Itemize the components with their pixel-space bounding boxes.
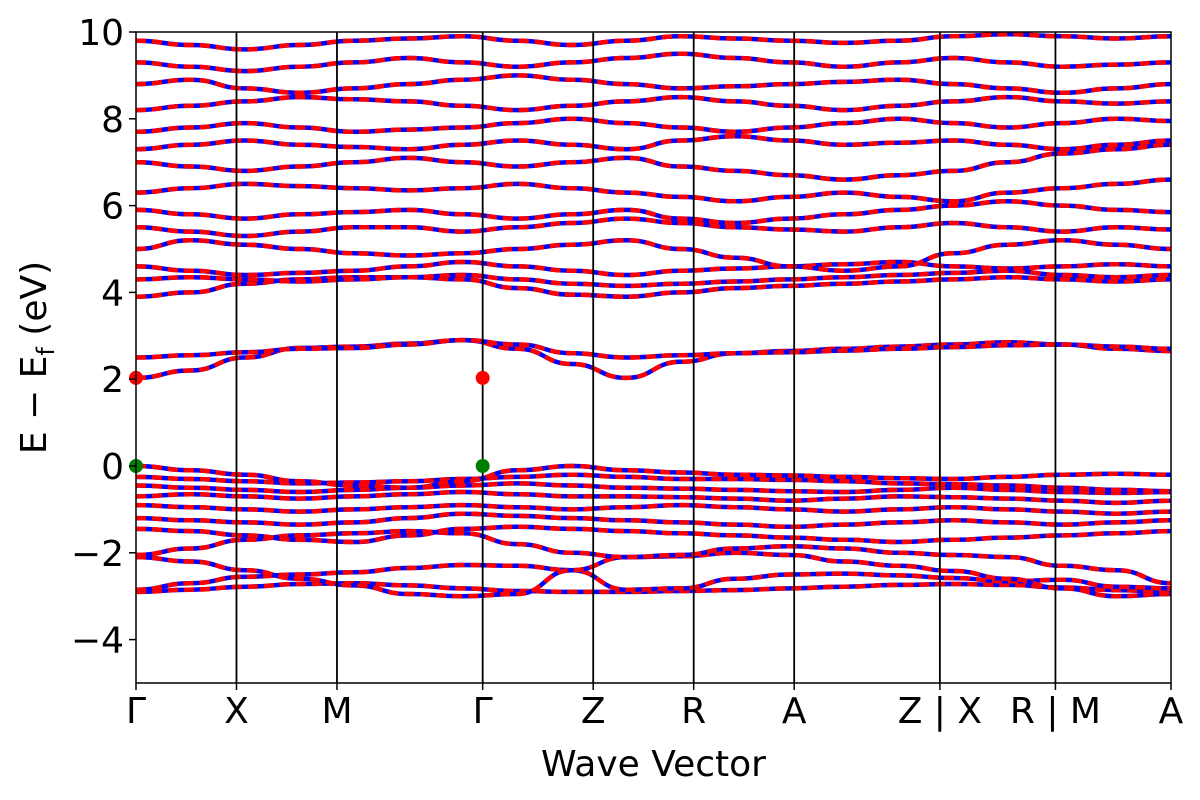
high-symmetry-lines — [235, 32, 1057, 683]
y-tick-label-7: 10 — [78, 13, 124, 54]
vbm-marker-1 — [475, 459, 490, 473]
band-line-spin-up-24 — [136, 73, 1171, 96]
band-lines — [136, 32, 1171, 599]
band-line-spin-up-12 — [136, 337, 1171, 360]
y-tick-label-0: −4 — [71, 621, 124, 662]
cbm-marker-1 — [475, 370, 490, 385]
x-tick-label-0: Γ — [126, 691, 146, 732]
y-tick-label-6: 8 — [101, 100, 124, 141]
x-tick-label-3: Γ — [473, 691, 493, 732]
band-line-spin-up-4 — [136, 524, 1171, 545]
x-axis-title: Wave Vector — [541, 744, 766, 785]
y-tick-label-1: −2 — [71, 534, 124, 575]
band-line-spin-up-23 — [136, 94, 1171, 113]
band-line-spin-up-7 — [136, 489, 1171, 506]
band-line-spin-up-8 — [136, 481, 1171, 496]
band-line-spin-up-26 — [136, 32, 1171, 52]
band-line-spin-up-19 — [136, 177, 1171, 204]
x-tick-label-5: R — [681, 691, 706, 732]
band-edge-markers — [129, 370, 490, 473]
band-line-spin-up-5 — [136, 511, 1171, 530]
band-line-spin-up-2 — [136, 550, 1171, 599]
y-tick-label-3: 2 — [101, 360, 124, 401]
y-tick-label-5: 6 — [101, 187, 124, 228]
x-tick-label-2: M — [321, 691, 352, 732]
band-line-spin-up-13 — [136, 274, 1171, 299]
x-tick-label-6: A — [782, 691, 807, 732]
x-ticks: Γ X M Γ Z R A Z | X R | M A — [126, 683, 1184, 732]
band-line-spin-up-1 — [136, 562, 1171, 592]
band-line-spin-up-22 — [136, 116, 1171, 135]
x-tick-label-8: R | M — [1010, 691, 1101, 732]
band-line-spin-up-20 — [136, 142, 1171, 182]
plot-frame — [135, 31, 1172, 684]
x-tick-label-1: X — [224, 691, 249, 732]
band-line-spin-up-6 — [136, 502, 1171, 516]
x-tick-label-7: Z | X — [898, 691, 982, 732]
y-axis-title-sub: f — [32, 347, 60, 356]
band-line-spin-up-25 — [136, 51, 1171, 74]
band-line-spin-up-17 — [136, 216, 1171, 239]
y-axis-title-unit: (eV) — [14, 261, 55, 347]
band-line-spin-up-18 — [136, 199, 1171, 226]
band-line-spin-up-14 — [136, 268, 1171, 289]
band-line-spin-down-3 — [136, 528, 1171, 586]
y-axis-title: E − Ef (eV) — [14, 261, 60, 454]
x-tick-label-9: A — [1159, 691, 1184, 732]
band-line-spin-up-10 — [136, 463, 1171, 490]
y-tick-label-4: 4 — [101, 273, 124, 314]
x-tick-label-4: Z — [581, 691, 606, 732]
y-ticks: −4 −2 0 2 4 6 8 10 — [71, 13, 136, 662]
y-tick-label-2: 0 — [101, 447, 124, 488]
band-line-spin-up-0 — [136, 580, 1171, 595]
band-line-spin-up-21 — [136, 133, 1171, 152]
y-axis-title-main: E − E — [14, 356, 55, 455]
band-line-spin-up-11 — [136, 337, 1171, 381]
band-line-spin-up-15 — [136, 259, 1171, 278]
band-line-spin-up-16 — [136, 238, 1171, 273]
